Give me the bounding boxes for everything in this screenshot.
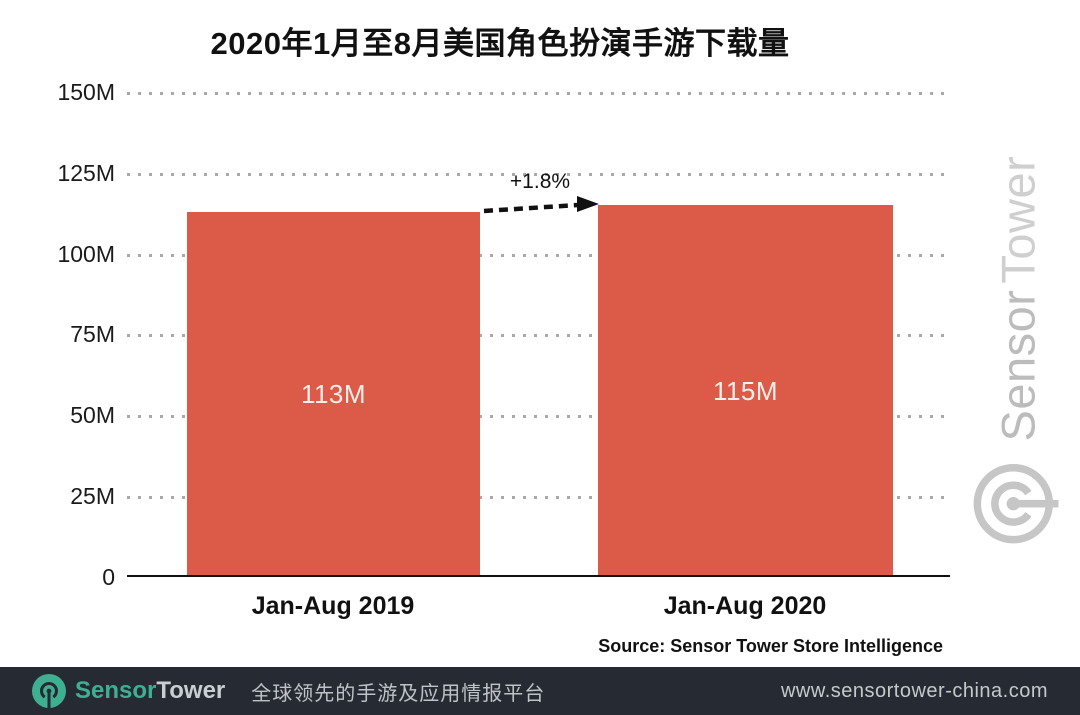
y-tick-50m: 50M [70, 402, 115, 428]
gridline-125m [127, 173, 950, 176]
sensortower-watermark: Sensor Tower [972, 101, 1064, 546]
growth-annotation-label: +1.8% [509, 170, 571, 193]
y-tick-25m: 25M [70, 483, 115, 509]
x-axis-baseline [127, 575, 950, 577]
sensortower-logo-icon [32, 674, 66, 708]
gridline-25m [127, 496, 950, 499]
x-label-2020: Jan-Aug 2020 [663, 592, 827, 620]
footer-brand-tower: Tower [156, 677, 226, 704]
bar-value-label: 113M [300, 379, 367, 409]
gridline-75m [127, 334, 950, 337]
source-note: Source: Sensor Tower Store Intelligence [598, 636, 943, 656]
gridline-50m [127, 415, 950, 418]
watermark-brand-tower: Tower [991, 155, 1044, 284]
bar-jan-aug-2020: 115M [598, 205, 893, 577]
y-tick-150m: 150M [57, 79, 115, 105]
footer-website: www.sensortower-china.com [780, 679, 1048, 702]
gridline-100m [127, 254, 950, 257]
x-label-2019: Jan-Aug 2019 [251, 592, 415, 620]
footer-tagline: 全球领先的手游及应用情报平台 [251, 682, 546, 705]
bar-value-label: 115M [712, 375, 779, 406]
dashed-arrow-icon [483, 196, 599, 214]
y-tick-75m: 75M [70, 321, 115, 347]
footer-bar: Sensor Tower 全球领先的手游及应用情报平台 www.sensorto… [0, 667, 1080, 715]
gridline-150m [127, 92, 950, 95]
footer-brand-sensor: Sensor [75, 677, 157, 704]
y-tick-0: 0 [102, 564, 115, 590]
y-tick-125m: 125M [57, 160, 115, 186]
sensortower-logo-icon [973, 463, 1059, 544]
bar-jan-aug-2019: 113M [187, 212, 480, 577]
watermark-brand-sensor: Sensor [991, 289, 1044, 442]
plot-area: 113M 115M [127, 92, 950, 577]
chart-title: 2020年1月至8月美国角色扮演手游下载量 [210, 26, 790, 61]
y-tick-100m: 100M [57, 241, 115, 267]
